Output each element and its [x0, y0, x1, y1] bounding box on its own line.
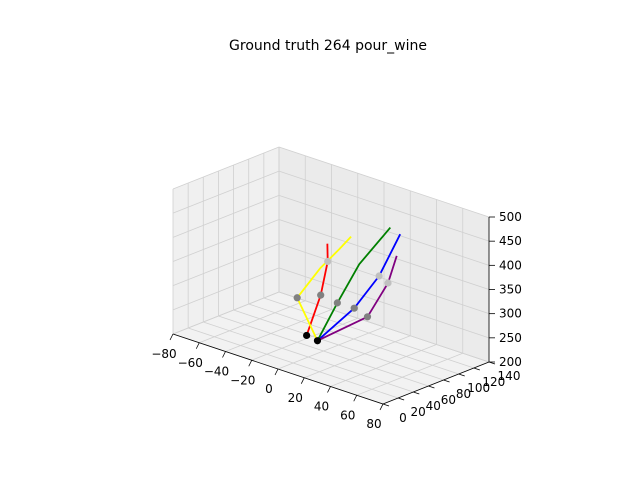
- joint-point-1: [313, 337, 322, 345]
- grid-line-z-back: [278, 243, 490, 315]
- grid-line-z-back: [278, 170, 490, 242]
- grid-line-y-floor: [233, 309, 444, 381]
- x-tick-label: −80: [151, 347, 176, 361]
- y-tick-mark: [413, 391, 420, 395]
- x-tick-mark: [379, 403, 384, 411]
- z-tick-label: 250: [499, 331, 522, 345]
- chart-title: Ground truth 264 pour_wine: [229, 38, 427, 54]
- grid-line-x-floor: [251, 317, 358, 361]
- y-tick-mark: [382, 403, 390, 407]
- series-line-1: [296, 236, 352, 342]
- y-tick-label: 80: [456, 387, 471, 401]
- grid-line-y-floor: [263, 297, 474, 369]
- grid-line-x-floor: [199, 300, 306, 344]
- z-tick-label: 450: [499, 234, 522, 248]
- x-tick-label: 20: [288, 391, 303, 405]
- y-tick-label: 60: [441, 393, 456, 407]
- series-line-4: [317, 255, 398, 342]
- grid-line-y-floor: [188, 327, 399, 399]
- y-tick-mark: [458, 373, 465, 377]
- grid-line-y-floor: [248, 303, 459, 375]
- x-tick-label: 0: [265, 382, 273, 396]
- x-tick-mark: [248, 360, 253, 367]
- grid-line-z-back: [278, 146, 490, 218]
- x-tick-label: −20: [230, 373, 255, 387]
- joint-point-7: [324, 257, 332, 266]
- grid-line-z-back: [278, 267, 490, 339]
- y-axis-line: [382, 361, 490, 405]
- joint-point-2: [317, 291, 325, 299]
- x-tick-mark: [300, 377, 305, 384]
- z-tick-label: 300: [499, 307, 522, 321]
- z-tick-label: 350: [499, 283, 522, 297]
- y-tick-label: 120: [482, 375, 505, 389]
- grid-line-z-left: [172, 194, 280, 238]
- grid-line-x-floor: [304, 335, 411, 379]
- grid-line-z-back: [278, 291, 490, 363]
- z-tick-label: 400: [499, 258, 522, 272]
- joint-point-3: [293, 294, 301, 302]
- z-tick-label: 500: [499, 210, 522, 224]
- x-tick-mark: [195, 342, 200, 349]
- grid-line-z-left: [172, 267, 280, 311]
- grid-line-x-floor: [356, 352, 463, 396]
- grid-line-y-floor: [218, 315, 429, 387]
- x-tick-label: 60: [340, 408, 355, 422]
- x-tick-mark: [222, 351, 226, 358]
- grid-line-z-back: [278, 219, 490, 290]
- x-tick-label: −60: [178, 356, 203, 370]
- y-tick-label: 40: [426, 399, 441, 413]
- joint-point-0: [303, 331, 311, 340]
- y-tick-mark: [443, 379, 450, 383]
- x-tick-mark: [353, 395, 358, 402]
- z-tick-label: 200: [499, 355, 522, 369]
- x-tick-mark: [327, 386, 331, 393]
- x-tick-mark: [274, 368, 279, 376]
- joint-point-6: [363, 313, 372, 321]
- grid-line-z-left: [172, 291, 280, 335]
- grid-line-z-left: [172, 243, 280, 287]
- grid-line-z-left: [172, 146, 280, 190]
- y-tick-label: 0: [399, 411, 407, 425]
- joint-point-4: [333, 299, 341, 307]
- joints: [293, 257, 392, 345]
- joint-point-9: [384, 279, 392, 287]
- y-tick-label: 100: [467, 381, 490, 395]
- joint-point-5: [350, 304, 358, 312]
- grid-line-y-floor: [203, 321, 414, 393]
- grid-line-x-floor: [330, 344, 437, 387]
- x-tick-label: −40: [204, 365, 229, 379]
- x-tick-label: 40: [314, 400, 329, 414]
- x-tick-label: 80: [366, 417, 381, 431]
- x-tick-mark: [169, 333, 174, 341]
- grid-line-z-left: [172, 219, 280, 262]
- y-tick-mark: [398, 397, 405, 401]
- series-line-0: [305, 243, 329, 336]
- y-tick-label: 140: [498, 369, 521, 383]
- series: [296, 227, 402, 342]
- grid-line-z-back: [278, 194, 490, 266]
- series-line-3: [316, 233, 402, 342]
- y-tick-mark: [473, 367, 480, 371]
- joint-point-8: [375, 272, 383, 280]
- grid-line-x-floor: [277, 326, 385, 370]
- series-line-2: [316, 227, 391, 342]
- y-tick-label: 20: [411, 405, 426, 419]
- y-tick-mark: [428, 385, 435, 389]
- grid-line-z-left: [172, 170, 280, 214]
- axes: [169, 216, 496, 411]
